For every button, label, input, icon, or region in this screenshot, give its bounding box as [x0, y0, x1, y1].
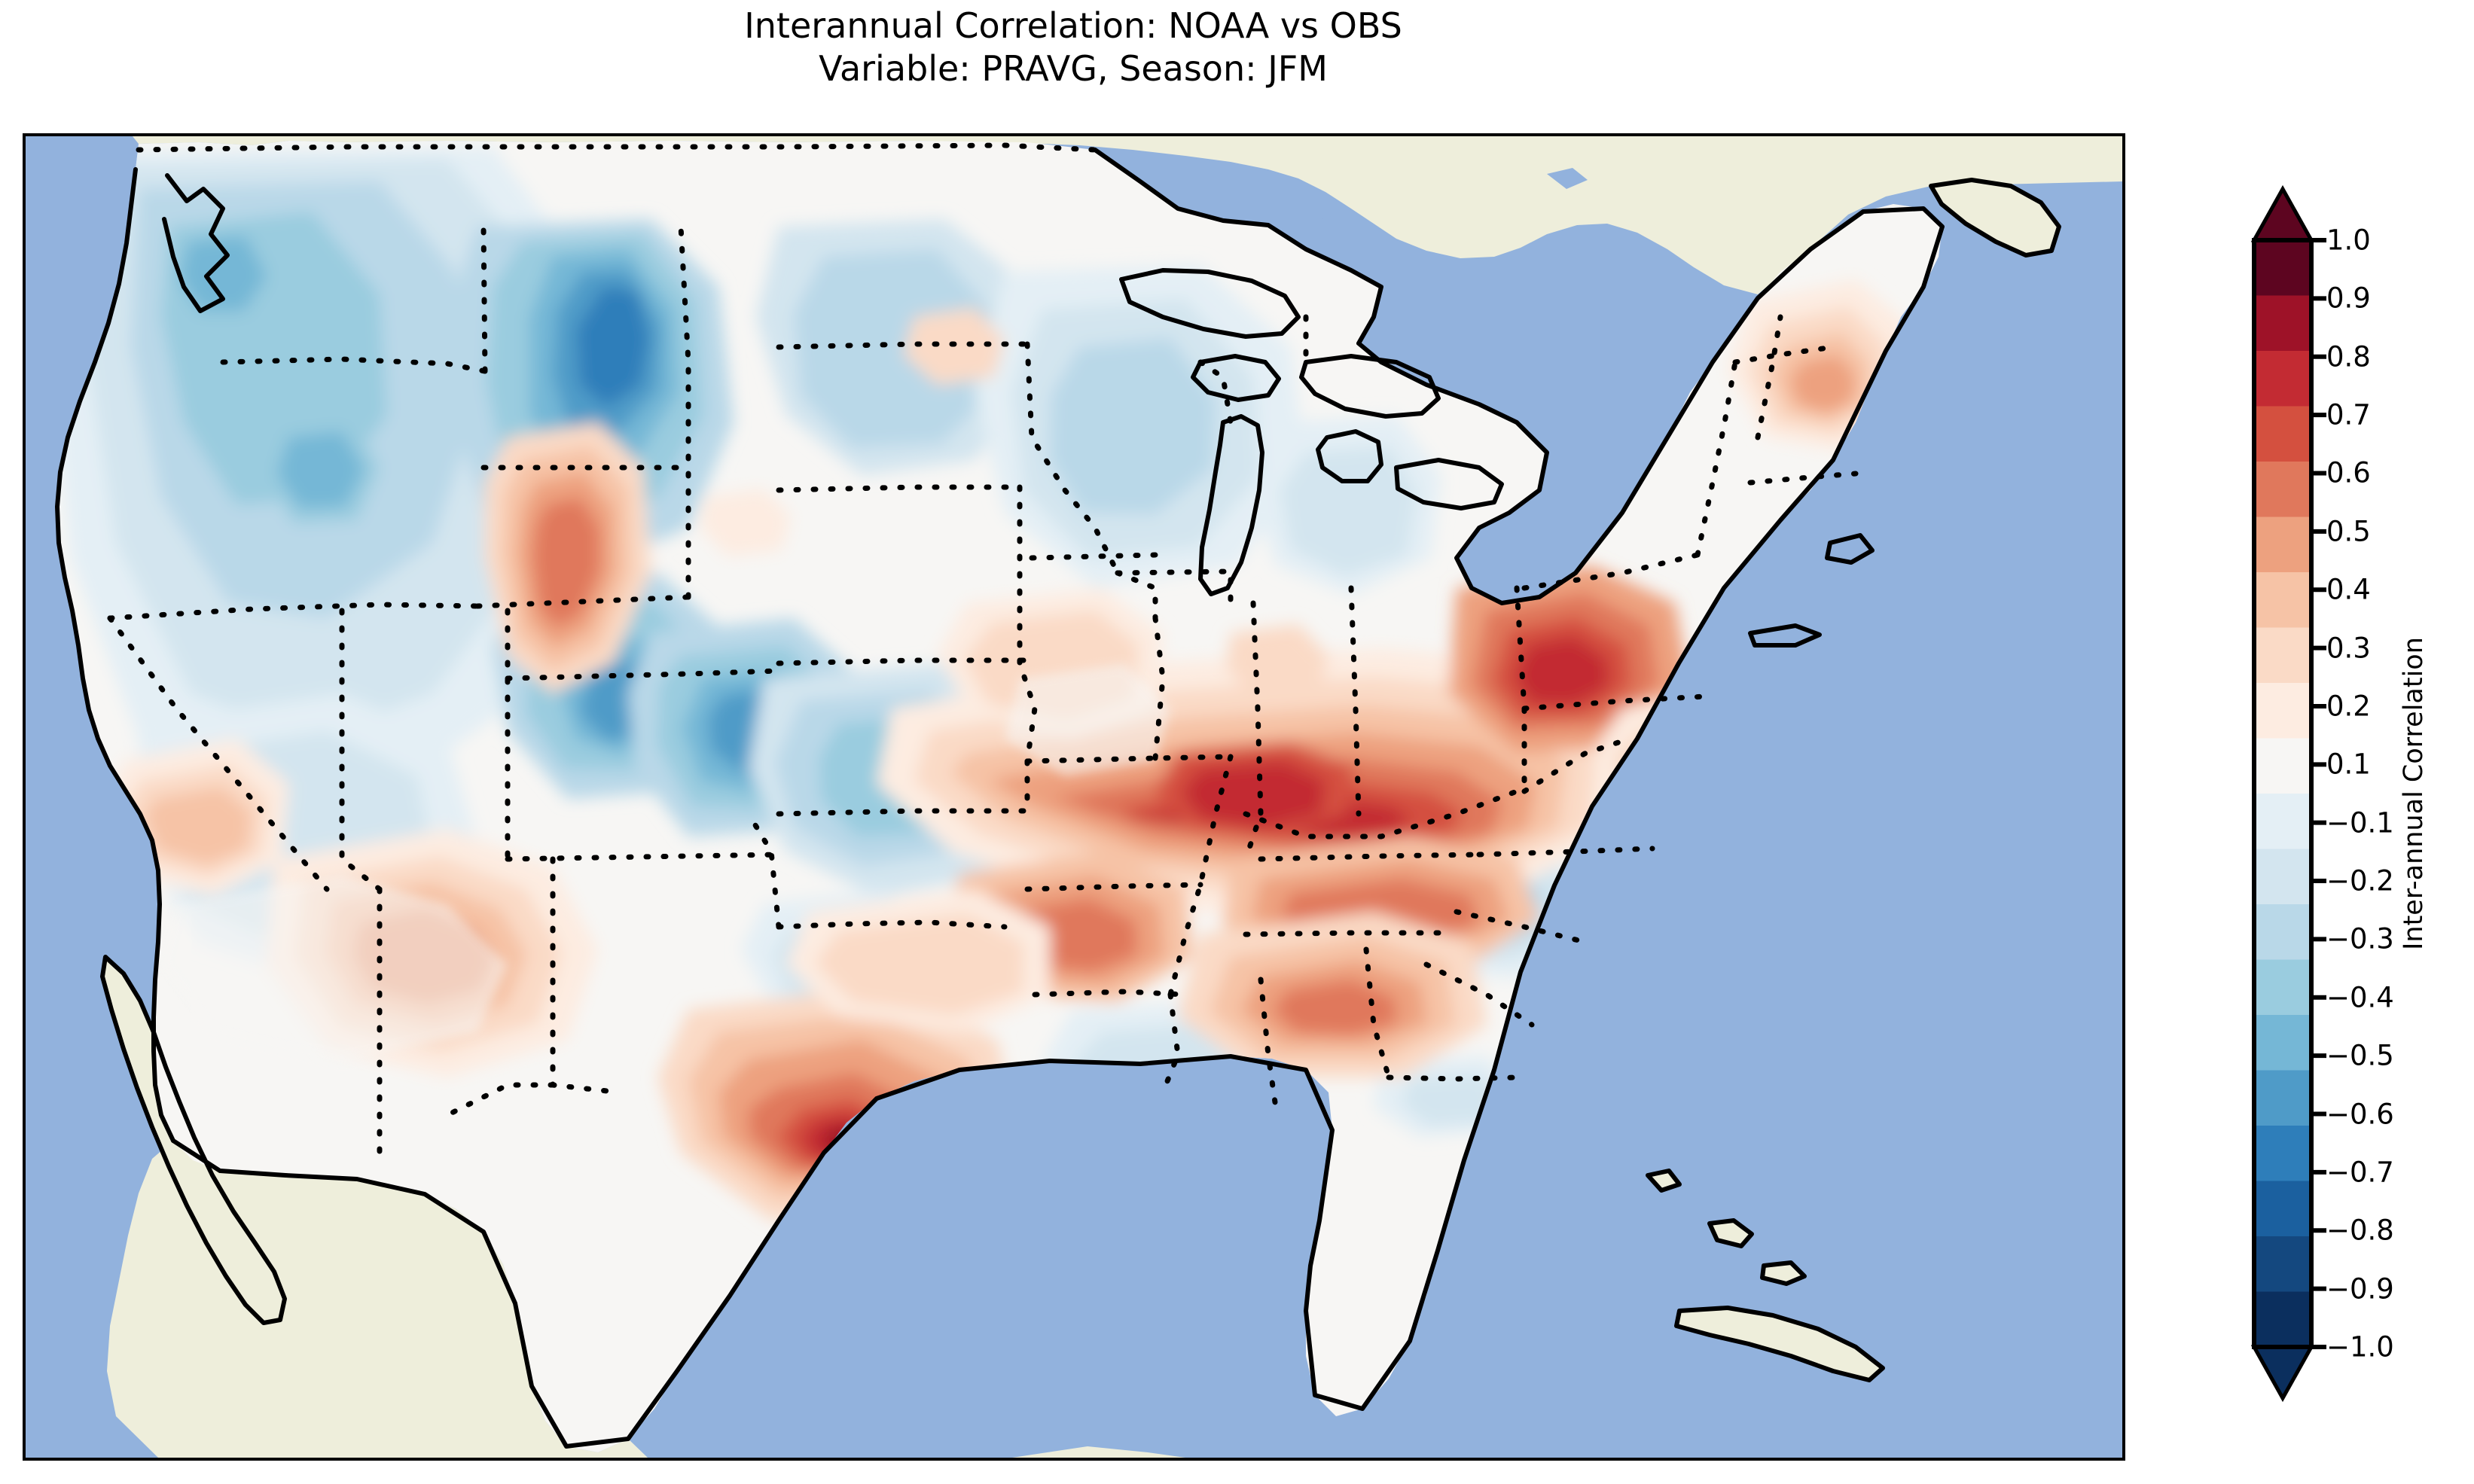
state-boundaries: [107, 142, 1859, 1163]
colorbar-tick-label: −1.0: [2326, 1330, 2394, 1364]
figure-title: Interannual Correlation: NOAA vs OBS Var…: [0, 5, 2146, 90]
colorbar-band: [2254, 572, 2311, 629]
colorbar-band: [2254, 959, 2311, 1016]
map-axes: [23, 133, 2125, 1461]
colorbar-band: [2254, 351, 2311, 407]
colorbar-band: [2254, 627, 2311, 684]
title-line-2: Variable: PRAVG, Season: JFM: [819, 48, 1328, 90]
colorbar-tick-label: 0.8: [2326, 340, 2371, 373]
colorbar-tick-label: −0.8: [2326, 1214, 2394, 1247]
colorbar: 1.0 0.9 0.8 0.7 0.6 0.5 0.4 0.3 0.2 0.1 −0.1 −0.2 −0…: [2250, 184, 2394, 1403]
colorbar-tick-label: 0.3: [2326, 632, 2371, 665]
colorbar-tick-label: 0.4: [2326, 573, 2371, 606]
colorbar-band: [2254, 406, 2311, 462]
colorbar-swatches: [2250, 184, 2326, 1403]
colorbar-band: [2254, 849, 2311, 905]
colorbar-tick-label: −0.3: [2326, 922, 2394, 955]
colorbar-tick-label: −0.7: [2326, 1156, 2394, 1189]
colorbar-band: [2254, 1181, 2311, 1237]
colorbar-band: [2254, 517, 2311, 573]
colorbar-band: [2254, 1126, 2311, 1182]
colorbar-extend-max: [2250, 184, 2315, 242]
colorbar-tick-label: −0.4: [2326, 981, 2394, 1014]
colorbar-outline: [2252, 238, 2314, 1349]
colorbar-tick-label: −0.6: [2326, 1098, 2394, 1131]
coastlines: [55, 148, 2061, 1449]
land-polygons: [26, 136, 2122, 1458]
colorbar-band: [2254, 1291, 2311, 1348]
colorbar-tick-label: 0.5: [2326, 515, 2371, 548]
colorbar-tick-label: 0.9: [2326, 282, 2371, 315]
colorbar-band: [2254, 462, 2311, 518]
colorbar-tick-label: −0.1: [2326, 806, 2394, 840]
colorbar-band: [2254, 1015, 2311, 1071]
colorbar-tick-label: −0.2: [2326, 864, 2394, 897]
colorbar-tick-label: −0.5: [2326, 1039, 2394, 1072]
colorbar-tick-label: 0.6: [2326, 456, 2371, 489]
correlation-map: [26, 136, 2122, 1458]
colorbar-extend-min: [2250, 1345, 2315, 1403]
colorbar-band: [2254, 738, 2311, 794]
colorbar-band: [2254, 683, 2311, 739]
colorbar-tick-label: −0.9: [2326, 1272, 2394, 1306]
colorbar-band: [2254, 794, 2311, 850]
colorbar-band: [2254, 1236, 2311, 1293]
colorbar-band: [2254, 240, 2311, 297]
colorbar-tick-label: 0.1: [2326, 748, 2371, 781]
colorbar-tick-label: 0.2: [2326, 690, 2371, 723]
colorbar-tick-label: 1.0: [2326, 224, 2371, 257]
colorbar-band: [2254, 1070, 2311, 1126]
title-line-1: Interannual Correlation: NOAA vs OBS: [744, 5, 1402, 46]
colorbar-axis-label: Inter-annual Correlation: [2399, 637, 2429, 950]
colorbar-tick-label: 0.7: [2326, 398, 2371, 431]
colorbar-band: [2254, 904, 2311, 961]
colorbar-band: [2254, 295, 2311, 352]
